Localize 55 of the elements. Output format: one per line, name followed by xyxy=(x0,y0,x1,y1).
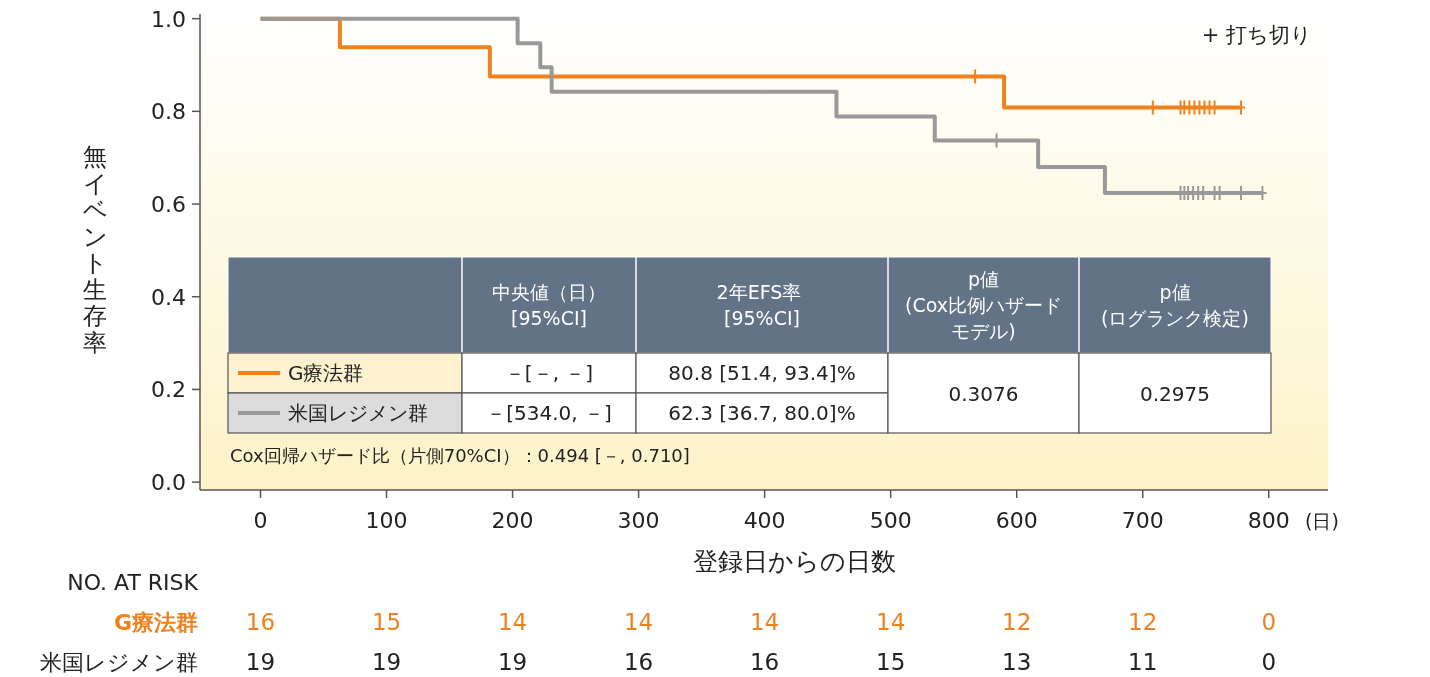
annotation: －[534.0, －] xyxy=(486,401,612,425)
legend-label: 米国レジメン群 xyxy=(288,401,428,425)
text: 0 xyxy=(1261,649,1277,675)
x-tick-label: 0 xyxy=(253,508,268,533)
text: 19 xyxy=(245,649,276,675)
text: 19 xyxy=(497,649,528,675)
y-tick-label: 0.6 xyxy=(151,192,186,218)
text: 米国レジメン群 xyxy=(40,650,198,675)
text: 12 xyxy=(1002,609,1032,635)
x-tick-label: 100 xyxy=(365,508,408,533)
text: 11 xyxy=(1128,649,1158,675)
y-tick-label: 0.2 xyxy=(151,377,186,403)
annotation: p値(ログランク検定) xyxy=(1101,281,1249,329)
annotation: 2年EFS率 [95%CI] xyxy=(716,281,808,329)
text: G療法群 xyxy=(113,610,198,635)
annotation: 中央値（日）[95%CI] xyxy=(492,281,606,329)
text: 13 xyxy=(1002,649,1032,675)
legend-label: G療法群 xyxy=(288,361,364,385)
text: 15 xyxy=(371,609,402,635)
annotation: + 打ち切り xyxy=(1201,23,1312,47)
x-tick-label: 600 xyxy=(995,508,1038,533)
text: 16 xyxy=(749,649,780,675)
text: 14 xyxy=(497,609,528,635)
x-tick-label: 300 xyxy=(617,508,660,533)
annotation: Cox回帰ハザード比（片側70%CI）：0.494 [－, 0.710] xyxy=(230,445,690,466)
x-axis-title: 登録日からの日数 xyxy=(692,547,896,576)
text: (日) xyxy=(1305,510,1339,532)
annotation: 0.3076 xyxy=(948,382,1019,406)
text: 15 xyxy=(876,649,906,675)
annotation: 0.2975 xyxy=(1140,382,1210,406)
text: 14 xyxy=(876,609,906,635)
y-tick-label: 0.0 xyxy=(151,470,186,496)
text: NO. AT RISK xyxy=(67,570,199,595)
text: 0 xyxy=(1261,609,1277,635)
y-tick-label: 0.8 xyxy=(151,99,186,125)
x-tick-label: 800 xyxy=(1247,508,1290,533)
x-tick-label: 700 xyxy=(1121,508,1164,533)
text: 16 xyxy=(623,649,654,675)
y-tick-label: 0.4 xyxy=(151,284,186,310)
text: 12 xyxy=(1128,609,1158,635)
x-tick-label: 400 xyxy=(743,508,786,533)
x-tick-label: 500 xyxy=(869,508,912,533)
annotation: 62.3 [36.7, 80.0]% xyxy=(668,401,856,425)
x-tick-label: 200 xyxy=(491,508,534,533)
text: 19 xyxy=(371,649,402,675)
legend: G療法群 xyxy=(238,361,364,385)
text: 16 xyxy=(245,609,276,635)
text: 14 xyxy=(749,609,780,635)
annotation: 80.8 [51.4, 93.4]% xyxy=(668,361,856,385)
legend: 米国レジメン群 xyxy=(238,401,428,425)
annotation: p値(Cox比例ハザードモデル) xyxy=(905,268,1062,342)
annotation: －[－, －] xyxy=(504,361,594,385)
text: 14 xyxy=(623,609,654,635)
y-tick-label: 1.0 xyxy=(151,6,186,32)
y-axis-title: 無イベント生存率 xyxy=(82,143,108,357)
